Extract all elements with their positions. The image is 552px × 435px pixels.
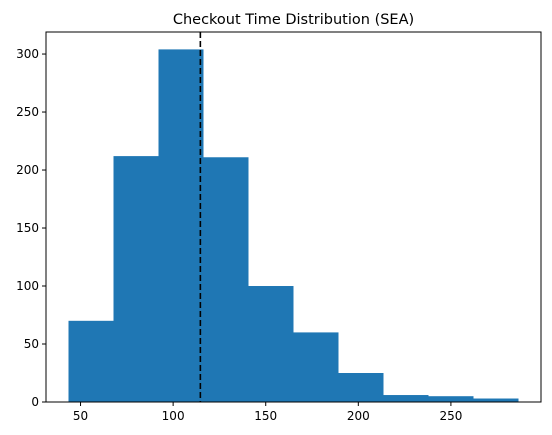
histogram-bar xyxy=(383,395,429,402)
histogram-bar xyxy=(68,320,114,402)
y-axis: 0 50 100 150 200 250 300 xyxy=(16,47,46,409)
x-tick-label: 150 xyxy=(254,409,277,423)
histogram-bar xyxy=(428,396,474,402)
chart-title: Checkout Time Distribution (SEA) xyxy=(173,12,414,28)
histogram-bar xyxy=(113,156,159,402)
bars-group xyxy=(68,49,519,402)
histogram-bar xyxy=(158,49,204,402)
y-tick-label: 200 xyxy=(16,163,39,177)
histogram-bar xyxy=(338,373,384,402)
histogram-bar xyxy=(293,332,339,402)
y-tick-label: 300 xyxy=(16,47,39,61)
y-tick-label: 50 xyxy=(24,337,39,351)
x-tick-label: 250 xyxy=(439,409,462,423)
y-tick-label: 0 xyxy=(31,395,39,409)
histogram-bar xyxy=(203,157,249,402)
x-tick-label: 100 xyxy=(162,409,185,423)
x-axis: 50 100 150 200 250 xyxy=(73,402,462,423)
histogram-bar xyxy=(248,286,294,402)
histogram-bar xyxy=(473,398,519,402)
plot-frame xyxy=(45,31,542,403)
x-tick-label: 50 xyxy=(73,409,88,423)
y-tick-label: 150 xyxy=(16,221,39,235)
y-tick-label: 250 xyxy=(16,105,39,119)
y-tick-label: 100 xyxy=(16,279,39,293)
x-tick-label: 200 xyxy=(347,409,370,423)
